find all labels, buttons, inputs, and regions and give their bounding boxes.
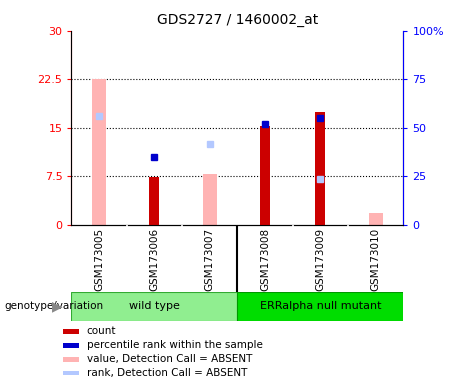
Bar [369,213,383,225]
Text: GSM173009: GSM173009 [315,228,325,291]
Bar [63,329,79,334]
Text: value, Detection Call = ABSENT: value, Detection Call = ABSENT [87,354,252,364]
Bar [63,371,79,376]
Text: wild type: wild type [129,301,180,311]
Text: GSM173007: GSM173007 [205,228,215,291]
Text: percentile rank within the sample: percentile rank within the sample [87,340,263,350]
Text: ▶: ▶ [52,299,62,313]
Bar [149,177,160,225]
FancyBboxPatch shape [71,292,237,321]
Bar [260,126,270,225]
Bar [203,174,217,225]
Text: genotype/variation: genotype/variation [5,301,104,311]
Text: count: count [87,326,116,336]
Title: GDS2727 / 1460002_at: GDS2727 / 1460002_at [157,13,318,27]
Bar [63,343,79,348]
Text: GSM173008: GSM173008 [260,228,270,291]
FancyBboxPatch shape [237,292,403,321]
Bar [315,111,325,225]
Bar [63,357,79,361]
Text: GSM173005: GSM173005 [94,228,104,291]
Text: rank, Detection Call = ABSENT: rank, Detection Call = ABSENT [87,368,247,378]
Text: GSM173010: GSM173010 [371,228,381,291]
Text: ERRalpha null mutant: ERRalpha null mutant [260,301,381,311]
Text: GSM173006: GSM173006 [149,228,160,291]
Bar [92,79,106,225]
